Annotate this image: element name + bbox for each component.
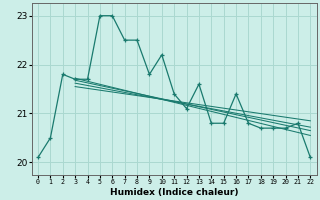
- X-axis label: Humidex (Indice chaleur): Humidex (Indice chaleur): [110, 188, 238, 197]
